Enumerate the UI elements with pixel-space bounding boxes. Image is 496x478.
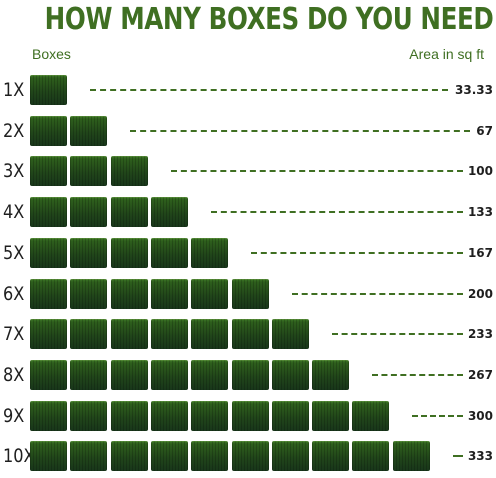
turf-box-tile (70, 319, 107, 349)
turf-box-tile (272, 401, 309, 431)
turf-box-tile (111, 401, 148, 431)
box-row: 7X 233 (0, 319, 496, 349)
turf-box-tile (191, 360, 228, 390)
turf-box-tile (30, 116, 67, 146)
dashed-leader-line (251, 252, 463, 254)
area-value: 67 (476, 124, 493, 138)
turf-box-tile (111, 441, 148, 471)
multiplier-label: 10X (3, 445, 35, 467)
dashed-leader-line (412, 415, 463, 417)
turf-box-tile (352, 401, 389, 431)
box-row: 2X 67 (0, 116, 496, 146)
box-row: 9X 300 (0, 401, 496, 431)
page-title: HOW MANY BOXES DO YOU NEED (44, 2, 494, 37)
dashed-leader-line (332, 333, 463, 335)
turf-box-tile (151, 319, 188, 349)
box-row: 5X 167 (0, 238, 496, 268)
multiplier-label: 3X (3, 160, 25, 182)
box-row: 1X 33.33 (0, 75, 496, 105)
area-value: 100 (467, 164, 493, 178)
dashed-leader-line (130, 130, 470, 132)
area-value: 233 (467, 327, 493, 341)
area-value: 267 (467, 368, 493, 382)
turf-box-tile (191, 238, 228, 268)
turf-box-tile (191, 401, 228, 431)
area-value: 333 (467, 449, 493, 463)
box-row: 8X 267 (0, 360, 496, 390)
turf-box-tile (232, 401, 269, 431)
box-row: 6X 200 (0, 279, 496, 309)
turf-box-tile (111, 156, 148, 186)
turf-box-tile (30, 238, 67, 268)
dashed-leader-line (292, 293, 463, 295)
area-value: 133 (467, 205, 493, 219)
turf-box-tile (151, 279, 188, 309)
turf-box-tile (70, 238, 107, 268)
multiplier-label: 7X (3, 323, 25, 345)
turf-box-tile (272, 441, 309, 471)
multiplier-label: 5X (3, 242, 25, 264)
dashed-leader-line (372, 374, 463, 376)
dashed-leader-line (171, 170, 463, 172)
turf-box-tile (232, 279, 269, 309)
turf-box-tile (111, 238, 148, 268)
turf-box-tile (30, 441, 67, 471)
turf-box-tile (70, 441, 107, 471)
turf-box-tile (232, 319, 269, 349)
turf-box-tile (151, 238, 188, 268)
dashed-leader-line (90, 89, 448, 91)
turf-box-tile (312, 360, 349, 390)
area-column-label: Area in sq ft (409, 46, 484, 62)
turf-box-tile (30, 401, 67, 431)
multiplier-label: 1X (3, 79, 25, 101)
turf-box-tile (70, 116, 107, 146)
turf-box-tile (30, 279, 67, 309)
area-value: 33.33 (455, 83, 493, 97)
turf-box-tile (30, 319, 67, 349)
turf-box-tile (352, 441, 389, 471)
turf-box-tile (111, 319, 148, 349)
area-value: 200 (467, 287, 493, 301)
turf-box-tile (191, 441, 228, 471)
turf-box-tile (111, 360, 148, 390)
turf-box-tile (70, 197, 107, 227)
turf-box-tile (30, 156, 67, 186)
area-value: 300 (467, 409, 493, 423)
turf-box-tile (232, 360, 269, 390)
turf-box-tile (272, 319, 309, 349)
turf-box-tile (191, 319, 228, 349)
turf-box-tile (312, 401, 349, 431)
multiplier-label: 8X (3, 364, 25, 386)
turf-box-tile (30, 360, 67, 390)
turf-box-tile (70, 279, 107, 309)
turf-box-tile (111, 197, 148, 227)
turf-box-tile (393, 441, 430, 471)
multiplier-label: 6X (3, 283, 25, 305)
dashed-leader-line (453, 455, 463, 457)
turf-box-tile (191, 279, 228, 309)
turf-box-tile (70, 360, 107, 390)
multiplier-label: 9X (3, 405, 25, 427)
turf-box-tile (272, 360, 309, 390)
dashed-leader-line (211, 211, 463, 213)
turf-box-tile (151, 360, 188, 390)
turf-box-tile (70, 156, 107, 186)
multiplier-label: 4X (3, 201, 25, 223)
multiplier-label: 2X (3, 120, 25, 142)
turf-box-tile (232, 441, 269, 471)
turf-box-tile (70, 401, 107, 431)
turf-box-tile (312, 441, 349, 471)
box-row: 10X 333 (0, 441, 496, 471)
boxes-column-label: Boxes (32, 46, 71, 62)
turf-box-tile (151, 401, 188, 431)
turf-box-tile (30, 75, 67, 105)
turf-box-tile (30, 197, 67, 227)
turf-box-tile (151, 197, 188, 227)
box-row: 3X 100 (0, 156, 496, 186)
area-value: 167 (467, 246, 493, 260)
box-row: 4X 133 (0, 197, 496, 227)
turf-box-tile (111, 279, 148, 309)
turf-box-tile (151, 441, 188, 471)
